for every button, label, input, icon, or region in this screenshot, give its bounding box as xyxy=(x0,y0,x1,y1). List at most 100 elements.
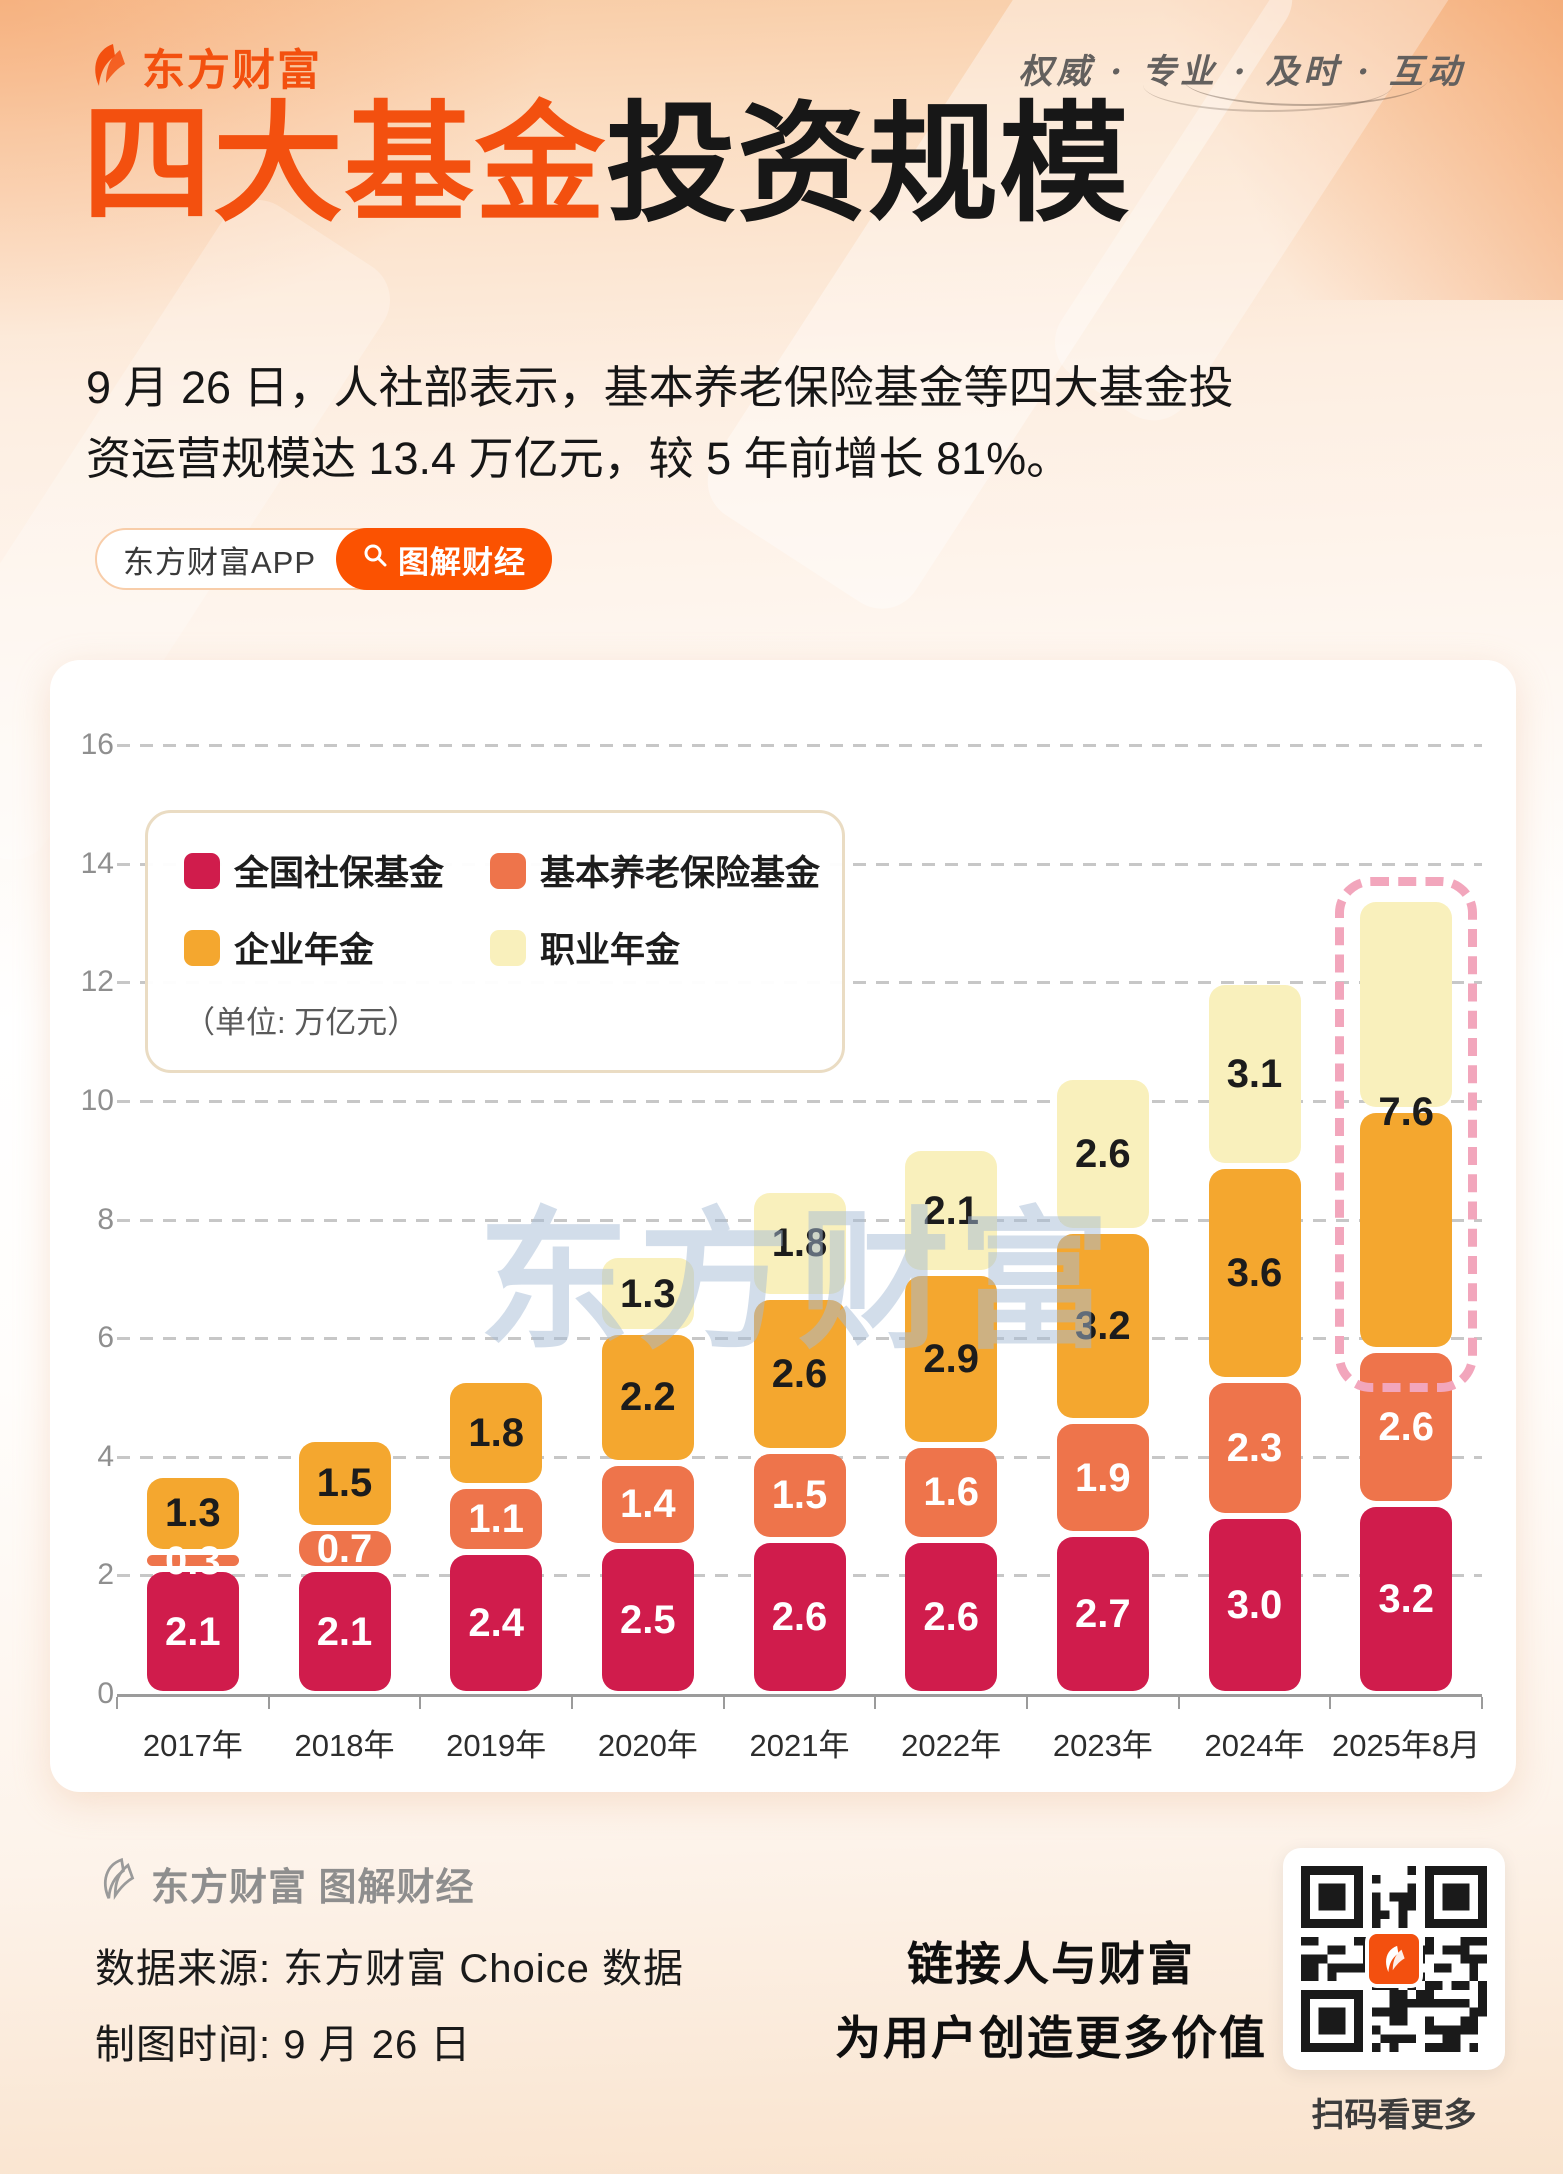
intro-line: 资运营规模达 13.4 万亿元，较 5 年前增长 81%。 xyxy=(86,433,1072,485)
chart-legend: 全国社保基金 基本养老保险基金企业年金 职业年金 （单位: 万亿元） xyxy=(145,810,845,1073)
bar-value-label: 3.1 xyxy=(1226,1052,1283,1097)
x-axis-tick xyxy=(419,1697,422,1709)
bar-segment: 3.1 xyxy=(1208,985,1301,1164)
qr-code-card xyxy=(1283,1848,1505,2070)
highlight-dashed-box xyxy=(1335,877,1478,1392)
bar-segment: 2.6 xyxy=(753,1299,846,1448)
topic-tag-label: 图解财经 xyxy=(398,544,527,580)
bar-segment: 2.6 xyxy=(753,1542,846,1691)
bar-value-label: 7.6 xyxy=(1378,1089,1434,1134)
intro-paragraph: 9 月 26 日，人社部表示，基本养老保险基金等四大基金投 资运营规模达 13.… xyxy=(86,352,1506,494)
x-axis-tick xyxy=(116,1697,118,1709)
bar-segment: 0.7 xyxy=(298,1526,391,1571)
bar-segment: 3.2 xyxy=(1360,1507,1453,1691)
bar-value-label: 1.5 xyxy=(316,1461,373,1506)
bar-segment: 7.6 xyxy=(1360,1092,1453,1347)
bar-segment: 2.2 xyxy=(601,1335,694,1460)
y-axis-tick-label: 10 xyxy=(80,1083,114,1117)
bar-value-label: 1.3 xyxy=(620,1271,676,1316)
bar-value-label: 2.2 xyxy=(620,1375,676,1420)
chart-date-line: 制图时间: 9 月 26 日 xyxy=(95,2023,472,2067)
bar-value-label: 1.1 xyxy=(468,1497,524,1542)
slogan-line: 链接人与财富 xyxy=(907,1938,1195,1990)
bar-segment: 2.6 xyxy=(1056,1080,1149,1229)
bar-segment: 2.6 xyxy=(905,1542,998,1691)
x-axis-tick xyxy=(1481,1697,1483,1709)
y-axis-tick-label: 4 xyxy=(97,1439,114,1473)
bar-value-label: 2.5 xyxy=(620,1597,676,1642)
bar-value-label: 1.6 xyxy=(923,1470,979,1515)
bar-value-label: 2.1 xyxy=(923,1188,979,1233)
x-axis-tick xyxy=(571,1697,573,1709)
x-axis-tick xyxy=(267,1697,270,1709)
eastmoney-logo-icon xyxy=(84,41,132,94)
bar-segment: 1.6 xyxy=(905,1447,998,1537)
y-axis-tick-label: 8 xyxy=(97,1202,114,1236)
chart-card: 0 2 4 6 8 10 12 14 16 2.1 0.3 1.3 2017年 2.1 0.7 1.5 2018… xyxy=(50,660,1516,1792)
bar-segment: 1.5 xyxy=(298,1441,391,1525)
topic-tag-button[interactable]: 图解财经 xyxy=(336,528,553,590)
y-axis-tick-label: 12 xyxy=(80,965,114,999)
x-axis-category-label: 2025年8月 xyxy=(1332,1728,1481,1763)
bar-value-label: 2.1 xyxy=(316,1609,373,1654)
bar-value-label: 1.9 xyxy=(1075,1455,1131,1500)
bar-segment: 3.2 xyxy=(1056,1234,1149,1419)
x-axis-line xyxy=(117,1694,1482,1697)
y-axis-tick-label: 0 xyxy=(97,1677,114,1710)
page-title-highlight: 四大基金 xyxy=(82,91,607,237)
bar-segment: 2.3 xyxy=(1208,1382,1301,1514)
bar-segment: 1.3 xyxy=(601,1258,694,1330)
legend-label: 企业年金 xyxy=(234,931,375,970)
bar-value-label: 1.8 xyxy=(771,1221,828,1266)
bar-value-label: 2.6 xyxy=(1378,1405,1434,1450)
bar-value-label: 3.6 xyxy=(1226,1250,1283,1295)
bar-value-label: 0.3 xyxy=(165,1538,221,1583)
bar-value-label: 2.1 xyxy=(165,1609,221,1654)
bar-value-label: 3.2 xyxy=(1075,1304,1131,1349)
bar-value-label: 2.6 xyxy=(923,1594,979,1639)
legend-item: 基本养老保险基金 xyxy=(490,845,820,896)
footer-brand: 东方财富 图解财经 xyxy=(95,1856,475,1911)
legend-label: 全国社保基金 xyxy=(234,854,445,893)
bar-value-label: 2.6 xyxy=(1075,1132,1131,1177)
bar-value-label: 2.9 xyxy=(923,1336,979,1381)
app-badge[interactable]: 东方财富APP 图解财经 xyxy=(95,528,553,590)
x-axis-tick xyxy=(874,1697,877,1709)
brand-logo-text: 东方财富 xyxy=(142,47,322,95)
bar-segment: 1.4 xyxy=(601,1465,694,1543)
bar-segment: 2.6 xyxy=(1360,1352,1453,1502)
footer-brand-text: 东方财富 图解财经 xyxy=(151,1867,475,1909)
legend-item: 职业年金 xyxy=(490,922,820,973)
bar-value-label: 1.4 xyxy=(620,1482,676,1527)
gridline xyxy=(117,1099,1482,1103)
y-axis-tick-label: 6 xyxy=(97,1321,114,1355)
x-axis-category-label: 2019年 xyxy=(446,1728,547,1763)
x-axis-tick xyxy=(722,1697,725,1709)
footer-slogan: 链接人与财富 为用户创造更多价值 xyxy=(826,1928,1276,2075)
legend-swatch xyxy=(184,852,220,889)
x-axis-category-label: 2024年 xyxy=(1204,1728,1305,1763)
bar-segment: 2.1 xyxy=(298,1572,391,1691)
x-axis-category-label: 2022年 xyxy=(901,1728,1002,1763)
qr-center-logo-icon xyxy=(1365,1930,1423,1988)
bar-segment: 3.6 xyxy=(1208,1169,1301,1377)
intro-line: 9 月 26 日，人社部表示，基本养老保险基金等四大基金投 xyxy=(86,362,1234,413)
bar-segment: 1.5 xyxy=(753,1453,846,1537)
app-badge-label: 东方财富APP xyxy=(123,544,317,580)
bar-value-label: 0.7 xyxy=(316,1526,373,1571)
brand-logo: 东方财富 xyxy=(84,36,322,98)
bar-segment: 2.7 xyxy=(1056,1536,1149,1691)
bar-segment: 1.8 xyxy=(753,1192,846,1294)
bar-segment: 2.5 xyxy=(601,1548,694,1691)
y-axis-tick-label: 14 xyxy=(80,846,114,880)
gridline xyxy=(117,744,1482,747)
bar-segment: 2.1 xyxy=(146,1572,239,1691)
legend-swatch xyxy=(490,852,526,889)
unit-note: （单位: 万亿元） xyxy=(184,1005,419,1040)
page-title-rest: 投资规模 xyxy=(606,91,1131,237)
bar-value-label: 3.2 xyxy=(1378,1577,1434,1622)
bar-segment: 0.3 xyxy=(146,1541,239,1581)
eastmoney-logo-icon-gray xyxy=(95,1857,139,1911)
x-axis-category-label: 2017年 xyxy=(142,1728,243,1763)
